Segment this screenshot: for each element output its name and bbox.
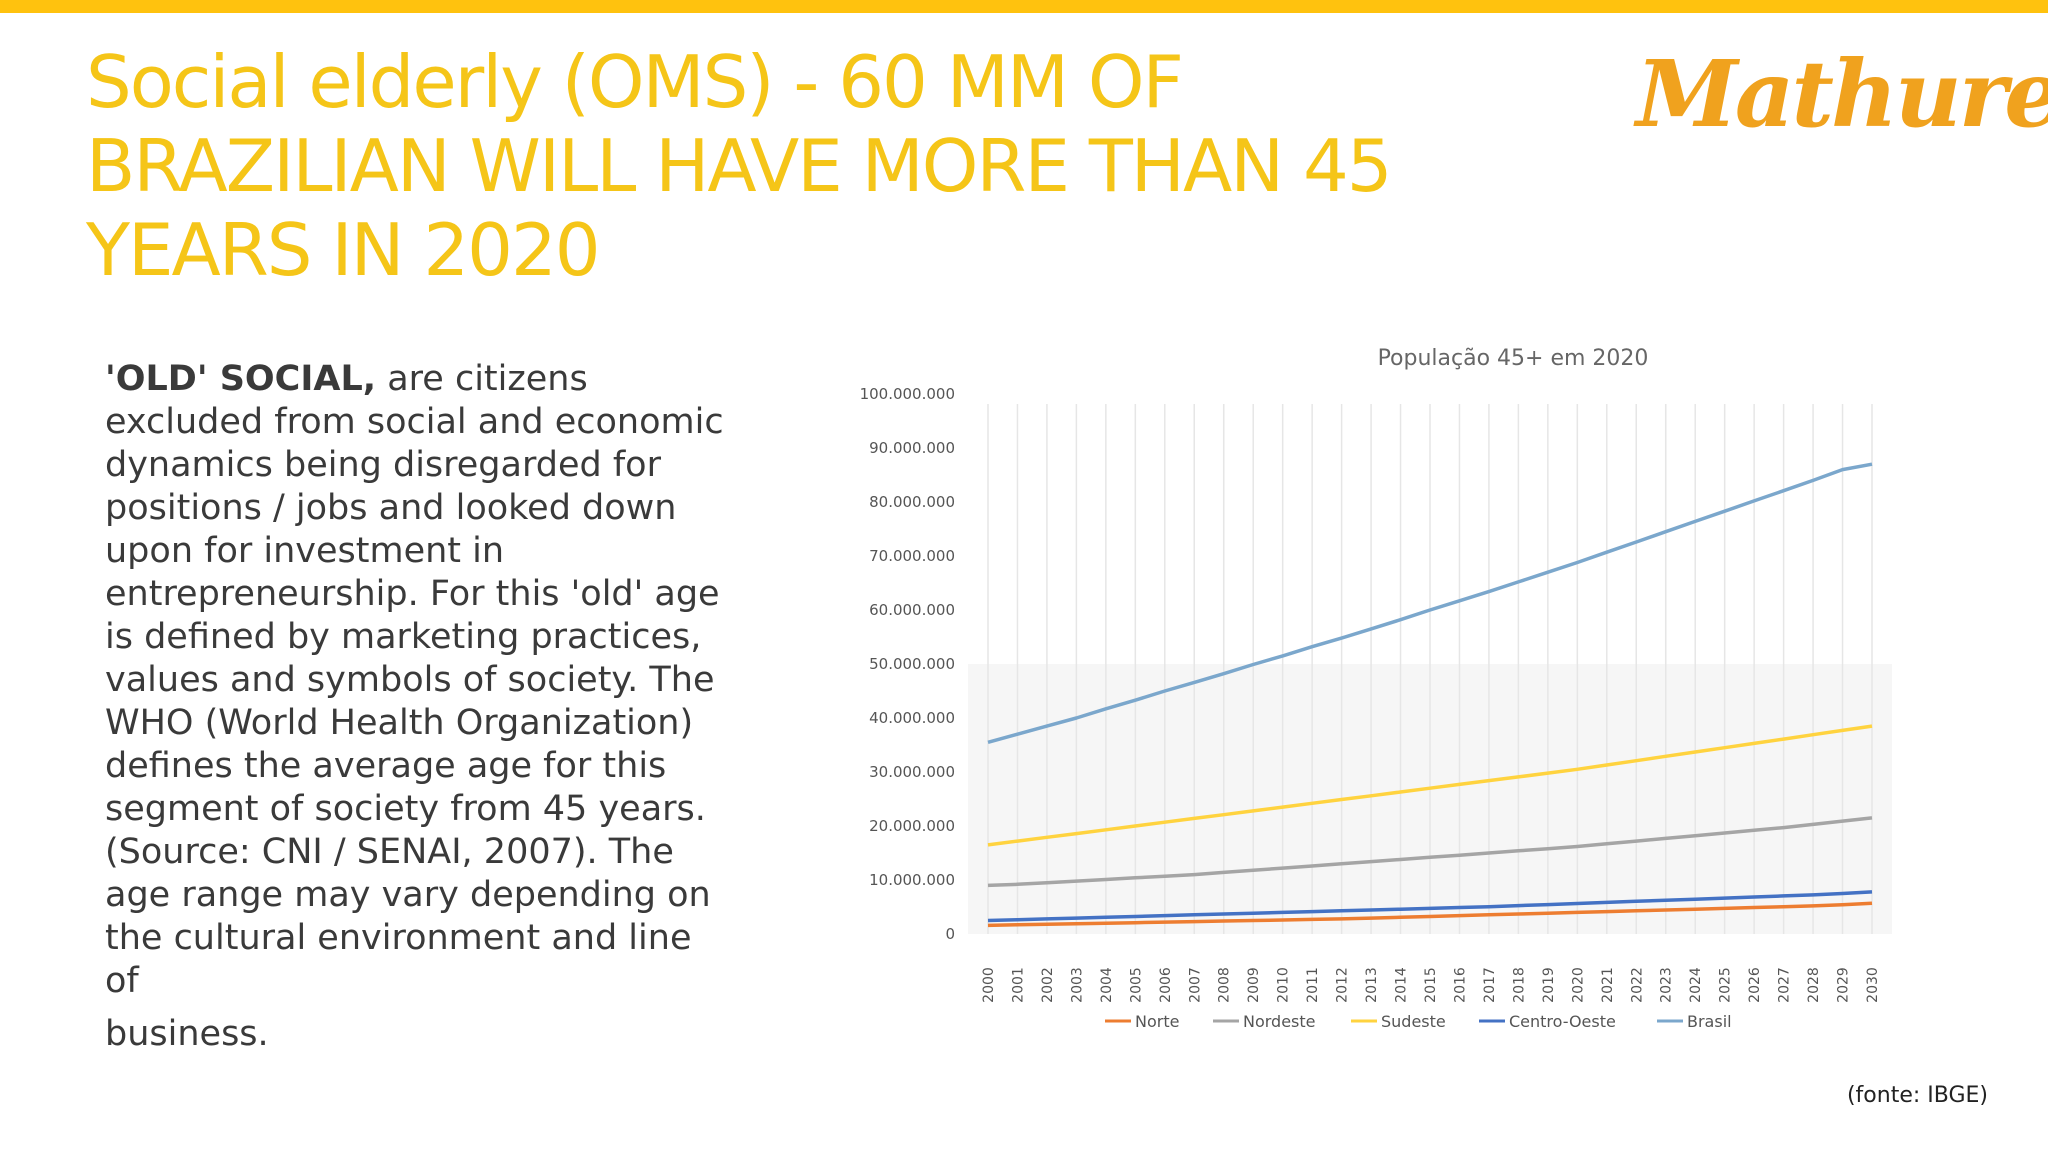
chart-title: População 45+ em 2020 — [1378, 346, 1649, 371]
chart-legend: Norte Nordeste Sudeste Centro-Oeste Brasil — [1105, 1012, 1732, 1031]
y-tick-label: 100.000.000 — [860, 385, 955, 403]
x-tick-label: 2004 — [1099, 967, 1115, 1003]
series-line-norte — [987, 901, 1873, 928]
x-tick-label: 2003 — [1069, 967, 1085, 1003]
series-line-centro-oeste — [987, 890, 1873, 923]
x-tick-label: 2007 — [1187, 967, 1203, 1003]
slide-title: Social elderly (OMS) - 60 MM OF BRAZILIA… — [86, 40, 1393, 292]
top-accent-bar — [0, 0, 2048, 13]
x-tick-label: 2028 — [1806, 967, 1822, 1003]
x-tick-label: 2025 — [1718, 967, 1734, 1003]
legend-label: Centro-Oeste — [1509, 1012, 1616, 1031]
y-tick-label: 80.000.000 — [869, 493, 955, 511]
legend-label: Sudeste — [1381, 1012, 1446, 1031]
x-tick-label: 2008 — [1217, 967, 1233, 1003]
x-tick-label: 2030 — [1865, 967, 1881, 1003]
source-note: (fonte: IBGE) — [1846, 1083, 1988, 1108]
y-axis: 0 10.000.000 20.000.000 30.000.000 40.000.00… — [860, 385, 955, 943]
body-tail: business. — [105, 1014, 269, 1054]
x-tick-label: 2026 — [1747, 967, 1763, 1003]
body-paragraph: 'OLD' SOCIAL, are citizens excluded from… — [105, 358, 735, 1056]
y-tick-label: 20.000.000 — [869, 817, 955, 835]
x-tick-label: 2027 — [1777, 967, 1793, 1003]
x-tick-label: 2014 — [1394, 967, 1410, 1003]
legend-label: Norte — [1135, 1012, 1179, 1031]
x-tick-label: 2006 — [1158, 967, 1174, 1003]
x-tick-label: 2020 — [1570, 967, 1586, 1003]
population-line-chart: População 45+ em 2020 0 10.000.000 20.000.… — [860, 346, 1892, 1031]
x-tick-label: 2023 — [1659, 967, 1675, 1003]
series-line-brasil — [987, 462, 1873, 744]
body-text: are citizens excluded from social and ec… — [105, 359, 724, 1001]
x-tick-label: 2019 — [1541, 967, 1557, 1003]
series-line-nordeste — [987, 816, 1873, 888]
x-tick-label: 2029 — [1836, 967, 1852, 1003]
x-tick-label: 2001 — [1010, 967, 1026, 1003]
x-axis: 2000 2001 2002 2003 2004 2005 2006 2007 2008 2009… — [981, 967, 1881, 1003]
legend-label: Brasil — [1687, 1012, 1732, 1031]
x-tick-label: 2009 — [1246, 967, 1262, 1003]
x-tick-label: 2010 — [1276, 967, 1292, 1003]
y-tick-label: 70.000.000 — [869, 547, 955, 565]
series-line-sudeste — [987, 724, 1873, 847]
y-tick-label: 50.000.000 — [869, 655, 955, 673]
y-tick-label: 30.000.000 — [869, 763, 955, 781]
y-tick-label: 0 — [945, 925, 955, 943]
y-tick-label: 10.000.000 — [869, 871, 955, 889]
legend-label: Nordeste — [1243, 1012, 1316, 1031]
mathure-logo: Mathure — [1636, 40, 2048, 148]
body-bold-lead: 'OLD' SOCIAL, — [105, 359, 377, 399]
x-tick-label: 2013 — [1364, 967, 1380, 1003]
x-tick-label: 2012 — [1335, 967, 1351, 1003]
x-tick-label: 2005 — [1128, 967, 1144, 1003]
x-tick-label: 2016 — [1452, 967, 1468, 1003]
x-tick-label: 2011 — [1305, 967, 1321, 1003]
series-lines — [987, 462, 1873, 928]
x-tick-label: 2024 — [1688, 967, 1704, 1003]
x-tick-label: 2017 — [1482, 967, 1498, 1003]
y-tick-label: 60.000.000 — [869, 601, 955, 619]
x-tick-label: 2021 — [1600, 967, 1616, 1003]
y-tick-label: 90.000.000 — [869, 439, 955, 457]
chart-grid — [968, 404, 1892, 934]
y-tick-label: 40.000.000 — [869, 709, 955, 727]
x-tick-label: 2000 — [981, 967, 997, 1003]
x-tick-label: 2015 — [1423, 967, 1439, 1003]
x-tick-label: 2002 — [1040, 967, 1056, 1003]
x-tick-label: 2022 — [1629, 967, 1645, 1003]
x-tick-label: 2018 — [1511, 967, 1527, 1003]
